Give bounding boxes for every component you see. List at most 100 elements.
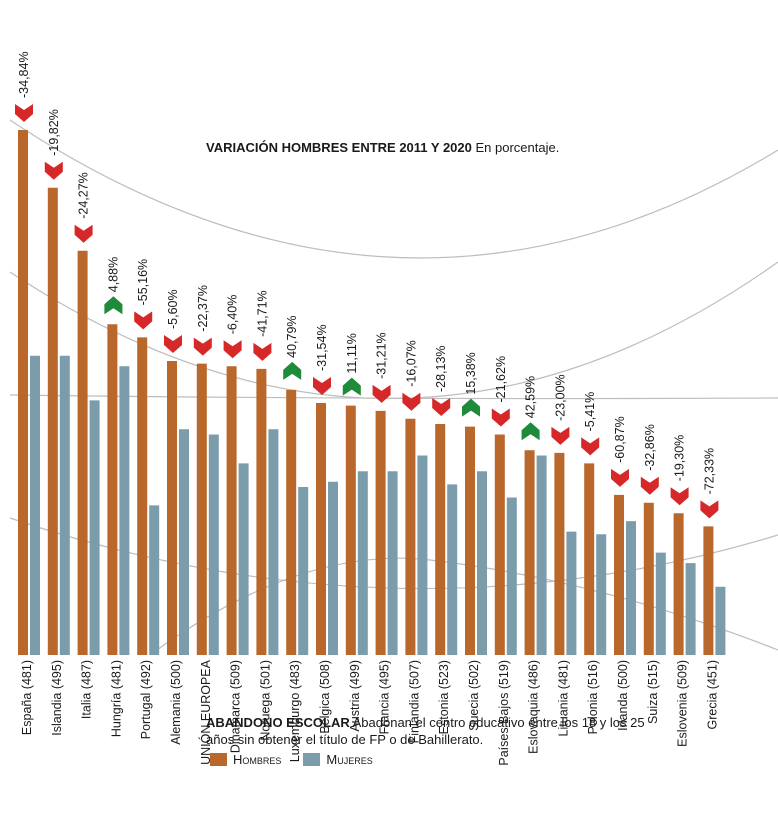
arrow-down-icon (670, 487, 689, 506)
arrow-up-icon (521, 422, 540, 441)
variation-label: -6,40% (226, 295, 240, 335)
bar-men (47, 187, 58, 655)
arrow-down-icon (164, 335, 182, 353)
arrow-down-icon (700, 500, 719, 519)
bar-women (387, 471, 398, 655)
arrow-down-icon (551, 426, 570, 445)
caption-rest: Abadonan el centro educativo entre los 1… (206, 715, 645, 747)
arrow-down-icon (491, 408, 510, 427)
arrow-down-icon (15, 104, 33, 122)
bar-women (149, 505, 160, 655)
category-label: España (481) (20, 660, 34, 735)
bar-men (584, 463, 595, 655)
category-label: Polonia (516) (586, 660, 600, 734)
legend-swatch-women (303, 753, 321, 766)
variation-markers (15, 104, 719, 519)
legend-label-women: Mujeres (326, 752, 373, 767)
arrow-up-icon (342, 377, 361, 396)
arrow-down-icon (223, 340, 242, 359)
bar-men (18, 130, 28, 655)
category-label: Luxemburgo (483) (288, 660, 302, 762)
variation-label: -32,86% (643, 424, 657, 471)
category-label: Dinamarca (509) (229, 660, 243, 753)
bar-women (30, 355, 40, 655)
variation-title-bold: VARIACIÓN HOMBRES ENTRE 2011 Y 2020 (206, 140, 472, 155)
variation-label: -41,71% (255, 290, 269, 337)
category-label: Austria (499) (348, 660, 362, 732)
bar-men (77, 250, 88, 655)
variation-label: -28,13% (434, 345, 448, 392)
bar-men (703, 526, 714, 655)
arrow-down-icon (134, 311, 153, 330)
category-label: Estonia (523) (437, 660, 451, 734)
variation-label: 11,11% (345, 333, 359, 374)
category-label: Francia (495) (378, 660, 392, 734)
bar-men (614, 494, 624, 655)
bar-men (286, 389, 297, 655)
category-label: UNIÓN EUROPEA (198, 659, 213, 765)
bar-men (554, 452, 565, 655)
guide-curve (9, 119, 778, 259)
bar-men (137, 337, 148, 655)
arrow-down-icon (611, 468, 629, 487)
variation-label: -31,54% (315, 324, 329, 371)
arrow-up-icon (462, 398, 480, 417)
bar-men (196, 363, 207, 655)
bar-women (626, 521, 636, 655)
category-label: Finlandia (507) (407, 660, 421, 743)
variation-label: -19,82% (47, 109, 61, 156)
arrow-down-icon (253, 342, 272, 361)
bar-women (477, 471, 487, 655)
bar-men (435, 424, 446, 655)
bar-women (238, 463, 249, 655)
legend: Hombres Mujeres (210, 752, 395, 767)
bar-women (447, 484, 458, 655)
bar-men (167, 361, 177, 655)
variation-label: 42,59% (524, 376, 538, 418)
legend-item-men: Hombres (210, 752, 281, 767)
arrow-up-icon (283, 361, 302, 380)
variation-label: -55,16% (136, 259, 150, 306)
variation-label: 15,38% (464, 352, 478, 394)
bar-women (536, 455, 547, 655)
bar-men (673, 513, 684, 655)
bar-women (328, 481, 338, 655)
bar-men (465, 426, 475, 655)
arrow-down-icon (640, 476, 659, 495)
arrow-down-icon (432, 398, 451, 416)
bar-women (566, 531, 577, 655)
arrow-down-icon (193, 337, 212, 356)
variation-label: -60,87% (613, 416, 627, 463)
bar-women (417, 455, 428, 655)
variation-title: VARIACIÓN HOMBRES ENTRE 2011 Y 2020 En p… (206, 140, 559, 155)
variation-label: -16,07% (404, 340, 418, 387)
category-label: Eslovenia (509) (676, 660, 690, 747)
bar-men (226, 366, 237, 655)
variation-label: -5,60% (166, 289, 180, 329)
bar-women (59, 355, 70, 655)
category-label: Portugal (492) (139, 660, 153, 739)
category-label: Lituania (481) (556, 660, 570, 736)
legend-item-women: Mujeres (303, 752, 373, 767)
bar-men (405, 418, 416, 655)
arrow-down-icon (402, 392, 421, 411)
bar-women (655, 552, 666, 655)
category-label: Suiza (515) (646, 660, 660, 724)
bar-men (256, 368, 267, 655)
arrow-down-icon (372, 384, 391, 403)
bar-women (506, 497, 517, 655)
variation-label: -24,27% (77, 172, 91, 219)
chart-caption: ABANDONO ESCOLAR Abadonan el centro educ… (206, 714, 646, 748)
bar-women (596, 534, 607, 655)
arrow-down-icon (581, 437, 600, 456)
bar-men (494, 434, 505, 655)
bar-women (715, 586, 726, 655)
bar-men (524, 450, 535, 655)
variation-label: 40,79% (285, 315, 299, 357)
category-label: Eslovaquia (486) (527, 660, 541, 754)
bar-men (345, 405, 356, 655)
bar-women (357, 471, 368, 655)
category-label: Hungría (481) (109, 660, 123, 737)
legend-label-men: Hombres (233, 752, 282, 767)
